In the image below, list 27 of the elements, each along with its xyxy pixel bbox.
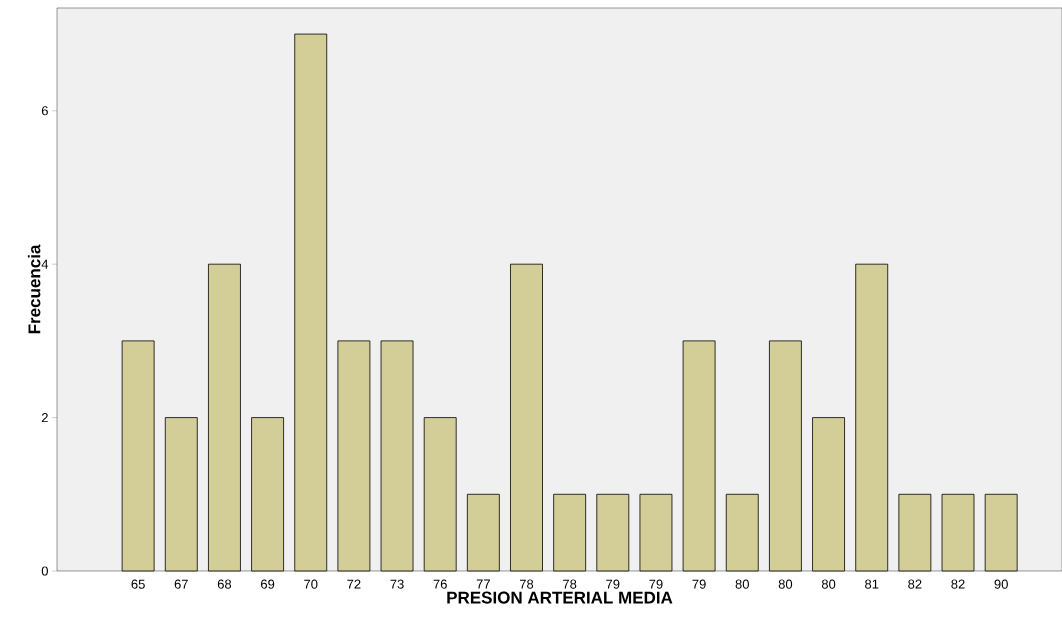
x-tick-label: 77 <box>476 579 490 589</box>
x-tick-label: 72 <box>347 579 361 589</box>
x-axis-title: PRESION ARTERIAL MEDIA <box>447 591 673 604</box>
x-tick-label: 76 <box>433 579 447 589</box>
y-tick-label: 0 <box>41 566 48 576</box>
x-tick-label: 73 <box>390 579 404 589</box>
x-tick-label: 82 <box>951 579 965 589</box>
x-tick-label: 65 <box>131 579 145 589</box>
x-tick-label: 69 <box>261 579 275 589</box>
x-tick-label: 81 <box>865 579 879 589</box>
x-tick-label: 79 <box>692 579 706 589</box>
x-tick-label: 80 <box>821 579 836 589</box>
x-tick-label: 70 <box>304 579 318 589</box>
y-tick-label: 2 <box>41 413 48 423</box>
x-tick-label: 68 <box>217 579 232 589</box>
x-tick-label: 82 <box>908 579 922 589</box>
y-tick-label: 6 <box>41 106 48 116</box>
x-tick-label: 67 <box>174 579 188 589</box>
x-tick-label: 79 <box>649 579 663 589</box>
x-tick-label: 78 <box>519 579 534 589</box>
x-tick-label: 78 <box>563 579 577 589</box>
y-tick-label: 4 <box>41 259 49 269</box>
x-tick-label: 90 <box>994 579 1008 589</box>
y-axis-title: Frecuencia <box>27 244 41 334</box>
x-tick-label: 79 <box>606 579 620 589</box>
x-tick-label: 80 <box>778 579 793 589</box>
x-tick-label: 80 <box>735 579 749 589</box>
